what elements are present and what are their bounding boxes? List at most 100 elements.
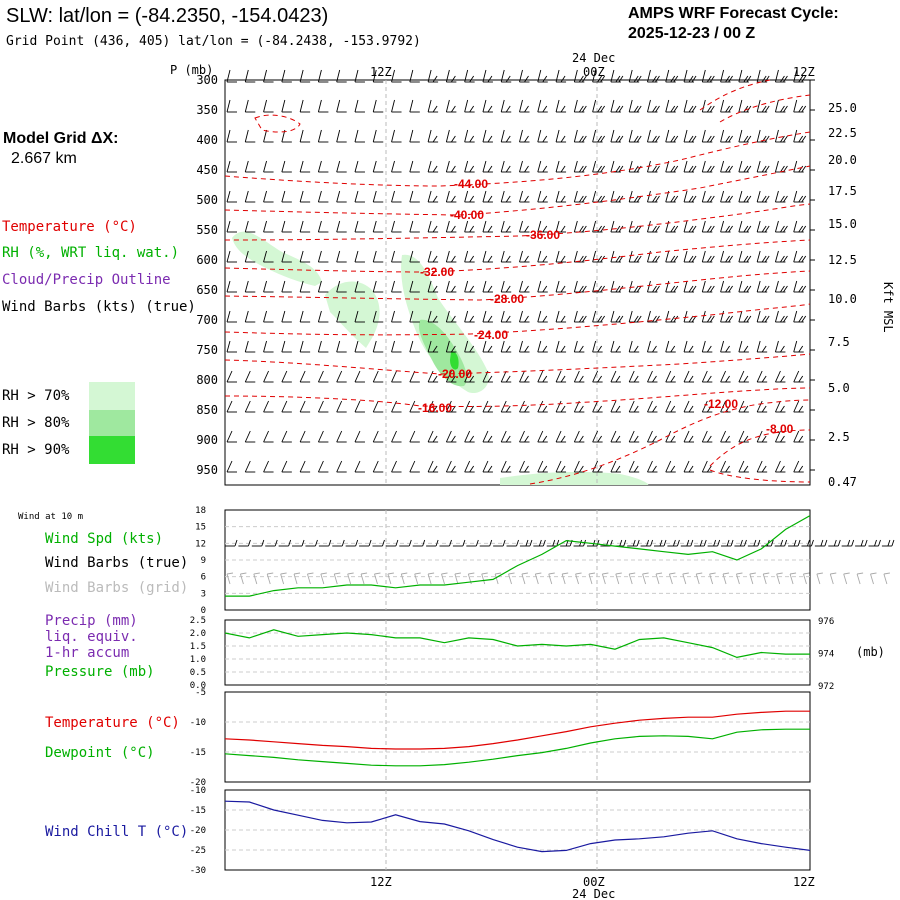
wind-barb — [519, 190, 530, 203]
wind-barb — [299, 430, 311, 443]
wind-barb-grid — [628, 572, 636, 585]
legend-dewpoint: Dewpoint (°C) — [45, 745, 155, 761]
wind-barb — [299, 370, 311, 383]
wind-barb — [801, 539, 814, 547]
wind-barb — [701, 340, 713, 353]
pressure-tick: 300 — [196, 73, 218, 87]
wind-barb — [354, 370, 365, 383]
wind-barb — [647, 69, 660, 83]
wind-barb — [372, 160, 384, 173]
wind-barb — [317, 160, 329, 173]
wind-barb — [592, 340, 603, 353]
wind-barb — [519, 99, 530, 113]
wind-barb — [738, 250, 752, 263]
contour-line — [224, 303, 811, 336]
wind-barb — [628, 280, 642, 293]
wind-barb — [720, 310, 733, 323]
y-tick: 0 — [201, 606, 206, 616]
wind-barb — [665, 460, 676, 473]
wind-barb — [445, 250, 457, 263]
wind-barb — [263, 250, 274, 263]
wind-barb — [647, 310, 660, 323]
wind-barb — [775, 340, 786, 353]
wind-barb — [336, 99, 347, 113]
wind-barb — [336, 160, 347, 173]
wind-barb — [464, 430, 475, 443]
wind-barb — [775, 69, 788, 83]
rh-legend: RH > 70% RH > 80% RH > 90% — [2, 382, 135, 464]
wind-barb — [793, 250, 807, 263]
wind-barb-grid — [615, 572, 622, 585]
legend-windchill: Wind Chill T (°C) — [45, 824, 188, 840]
wind-barb — [720, 460, 731, 473]
wind-barb-grid — [749, 572, 756, 585]
wind-barb-grid — [253, 572, 260, 585]
contour-label: -24.00 — [474, 328, 508, 342]
wind-barb — [738, 129, 752, 143]
wind-barb — [482, 400, 493, 413]
wind-barb — [345, 539, 359, 547]
contour-line — [529, 399, 811, 485]
wind-barb — [868, 539, 881, 547]
wind-barb — [628, 340, 640, 353]
wind-barb — [317, 400, 329, 413]
wind-barb — [464, 99, 475, 113]
wind-barb — [500, 460, 512, 473]
wind-barb — [756, 310, 770, 323]
wind-barb — [445, 190, 457, 203]
wind-barb — [775, 280, 788, 293]
wind-barb — [721, 539, 734, 547]
wind-barb — [555, 370, 567, 383]
wind-barb — [537, 99, 548, 113]
wind-barb — [263, 370, 274, 383]
wind-barb — [555, 460, 567, 473]
y-tick: -10 — [190, 718, 206, 728]
wind-barb — [445, 129, 457, 143]
pressure-tick: 650 — [196, 283, 218, 297]
model-grid-label: Model Grid ΔX: — [3, 130, 119, 147]
wind-speed-line — [225, 515, 811, 597]
wind-barb — [665, 99, 679, 113]
wind-barb — [391, 250, 402, 263]
wind-barb — [299, 280, 311, 293]
wind-barb — [493, 539, 506, 547]
wind-barb — [756, 220, 770, 233]
wind-barb — [519, 280, 530, 293]
wind-barb — [555, 99, 567, 113]
wind-barb — [573, 160, 587, 173]
wind-barb — [555, 310, 567, 323]
wind-barb — [738, 190, 752, 203]
wind-barb — [586, 539, 600, 547]
wind-barb-grid — [762, 572, 770, 585]
wind-barb — [226, 340, 237, 353]
cycle-value: 2025-12-23 / 00 Z — [628, 25, 755, 42]
wind-tick-labels: 0 3 6 9 12 15 18 — [195, 506, 206, 616]
wind-panel: Wind at 10 m 0 3 6 9 12 15 18 Wind Spd (kts) W… — [18, 506, 895, 616]
wind-barb — [788, 539, 801, 547]
wind-barb — [738, 340, 749, 353]
wind-barb — [281, 250, 292, 263]
wind-barb — [409, 340, 420, 353]
wind-barb — [500, 220, 512, 233]
wind-barb — [665, 310, 679, 323]
wind-barb — [263, 280, 274, 293]
bottom-tick-12z-a: 12Z — [370, 875, 392, 889]
wind-barb — [482, 160, 493, 173]
dewpoint-line — [224, 728, 810, 767]
wind-barb — [756, 250, 770, 263]
pressure-tick: 750 — [196, 343, 218, 357]
wind-barb — [317, 460, 329, 473]
wind-barb — [427, 310, 439, 323]
wind-barb — [372, 340, 384, 353]
wind-barb — [628, 190, 642, 203]
contour-label: -32.00 — [420, 265, 454, 279]
contour-line — [224, 387, 811, 408]
wind-barb-grid — [427, 572, 435, 585]
wind-barb — [244, 250, 256, 263]
wind-barb — [628, 220, 642, 233]
wind-barb — [391, 460, 402, 473]
legend-precip: Precip (mm) — [45, 613, 138, 629]
wind-barb — [427, 69, 439, 83]
wind-barb-grid — [789, 572, 797, 585]
